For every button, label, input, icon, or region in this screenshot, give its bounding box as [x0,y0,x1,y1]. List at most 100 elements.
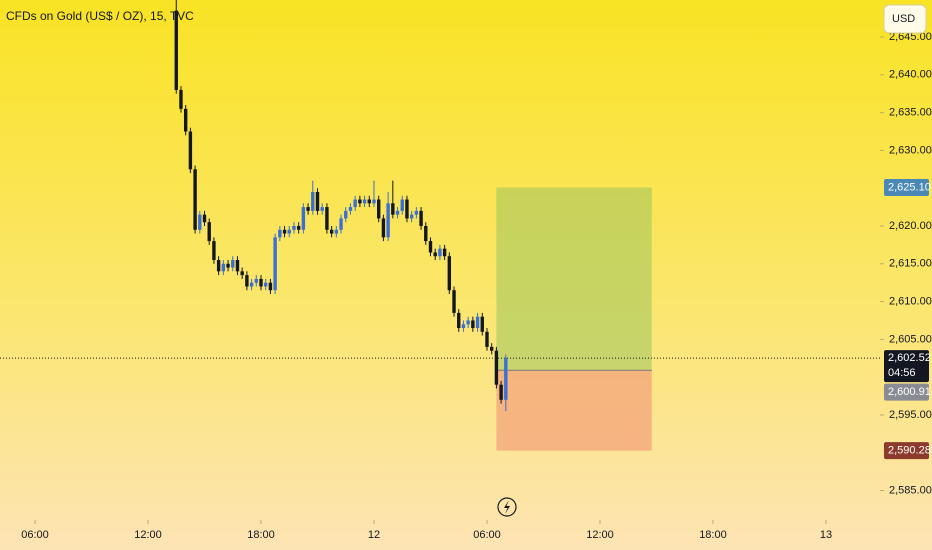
x-tick-label: 18:00 [247,529,275,541]
profit-zone [496,187,652,371]
y-tick-label: 2,640.00 [889,69,932,81]
candle-body [461,324,466,329]
candle-body [409,214,414,219]
candle-body [494,350,499,385]
candle-body [377,199,381,219]
y-tick-label: 2,605.00 [889,333,932,345]
y-tick-label: 2,585.00 [889,484,932,496]
y-tick-label: 2,595.00 [889,409,932,421]
candle-body [466,320,470,325]
currency-label[interactable]: USD [892,13,915,25]
y-tick-label: 2,630.00 [889,144,932,156]
candle-body [471,320,475,329]
x-tick-label: 06:00 [473,529,501,541]
candle-body [207,222,211,242]
candle-body [231,260,235,268]
candle-body [334,229,339,234]
candle-body [264,282,268,287]
candle-body [457,312,461,329]
candle-body [475,316,480,329]
candle-body [235,260,240,272]
candle-body [438,248,442,257]
candle-body [386,203,390,238]
target-label-box [884,178,929,196]
candle-body [282,229,287,234]
candle-body [226,263,230,268]
candle-body [315,191,320,211]
candle-body [198,214,202,230]
candle-body [287,229,291,234]
candle-body [395,210,400,215]
current-price-label: 2,602.52 [888,352,931,364]
candle-body [428,241,433,253]
candle-body [362,199,367,204]
stop-label: 2,590.28 [888,445,931,457]
plot-area [0,0,880,451]
candle-body [259,278,263,287]
candle-body [311,191,315,211]
candle-body [179,89,183,109]
candle-body [183,108,188,132]
countdown: 04:56 [888,367,916,379]
loss-zone [496,370,652,451]
replay-icon[interactable] [497,497,517,517]
candle-body [329,229,334,234]
candle-body [348,207,353,211]
entry-label-box [884,383,929,401]
candle-body [268,282,273,291]
y-tick-label: 2,620.00 [889,220,932,232]
current-price-box [884,350,929,383]
x-tick-label: 06:00 [21,529,49,541]
candle-body [499,384,503,400]
candle-body [212,241,216,260]
x-tick-label: 12 [368,529,380,541]
candle-body [424,225,428,242]
candle-body [325,207,329,230]
candle-body [188,131,193,170]
candle-body [358,199,362,204]
candle-body [353,199,357,208]
candle-body [489,346,494,351]
candle-body [447,256,452,291]
candle-body [254,278,258,283]
candle-body [400,199,404,211]
candle-body [433,252,437,257]
chart-title: CFDs on Gold (US$ / OZ), 15, TVC [6,9,194,23]
candle-body [296,225,301,230]
candle-body [174,10,178,90]
y-tick-label: 2,615.00 [889,258,932,270]
y-tick-label: 2,610.00 [889,295,932,307]
candle-body [485,331,489,347]
candle-body [381,218,386,238]
x-tick-label: 12:00 [134,529,162,541]
x-tick-label: 18:00 [699,529,727,541]
price-axis: 2,585.00 2,595.00 2,605.00 2,610.00 2,615.00… [880,31,932,496]
y-tick-label: 2,635.00 [889,107,932,119]
candle-body [367,199,371,204]
candle-body [240,271,244,276]
candle-body [344,210,348,219]
target-label: 2,625.10 [888,181,931,193]
candle-body [372,199,376,204]
candle-body [202,214,207,223]
currency-button[interactable] [883,4,927,34]
y-tick-label: 2,645.00 [889,31,932,43]
candle-body [480,316,484,332]
candle-body [391,203,395,215]
candle-body [216,260,221,272]
candle-body [249,282,254,287]
candle-body [245,275,249,287]
candle-body [504,358,508,400]
candle-body [414,210,419,215]
x-tick-label: 12:00 [586,529,614,541]
candle-body [273,237,277,291]
candle-body [221,263,226,272]
candle-body [193,169,197,230]
candle-body [442,248,447,257]
candle-body [301,207,306,230]
x-tick-label: 13 [820,529,832,541]
stop-label-box [884,442,929,460]
